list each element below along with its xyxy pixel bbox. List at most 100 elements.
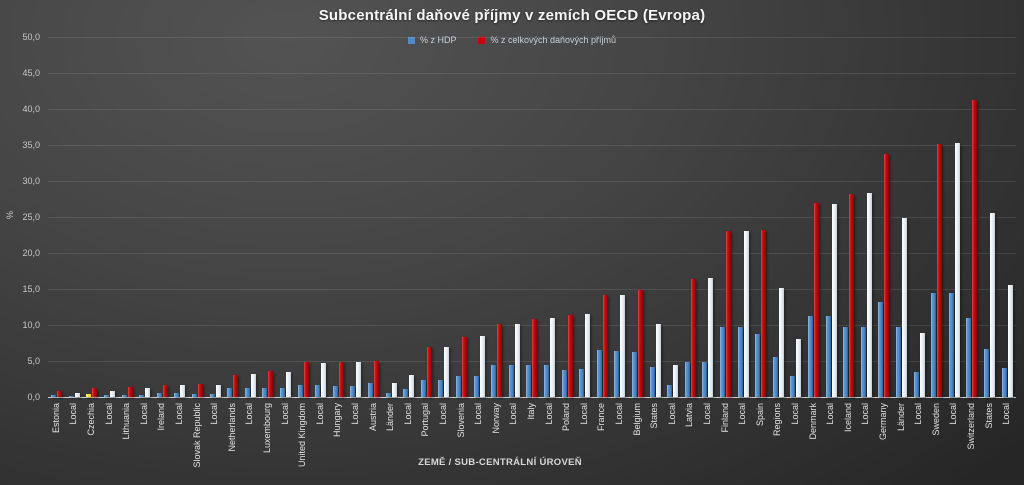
x-category-label: Local <box>543 403 554 425</box>
legend-swatch-total-icon <box>478 36 486 44</box>
bar-hdp <box>227 388 233 397</box>
x-category-label: States <box>983 403 994 429</box>
x-category-label: Local <box>68 403 79 425</box>
bar-hdp <box>596 350 602 397</box>
bar-hdp <box>526 364 532 397</box>
bar-hdp <box>68 395 74 397</box>
y-axis-tick-labels: 0,0 5,0 10,0 15,0 20,0 25,0 30,0 35,0 40,0 45,0 50… <box>0 32 44 402</box>
bar-hdp <box>438 380 444 397</box>
x-category-label: Local <box>473 403 484 425</box>
bar-hdp <box>737 327 743 397</box>
bar-hdp <box>684 362 690 397</box>
bar-total-country <box>972 99 978 397</box>
bar-group <box>875 154 893 397</box>
bar-total-sub <box>180 385 186 397</box>
bar-total-country <box>497 324 503 397</box>
bar-total-country <box>726 231 732 397</box>
bar-total-sub <box>902 218 908 397</box>
bar-total-sub <box>954 142 960 397</box>
bar-total-sub <box>831 204 837 397</box>
bar-hdp <box>508 365 514 397</box>
x-category-label: Ireland <box>156 403 167 431</box>
x-category-label: Local <box>702 403 712 425</box>
bar-group <box>946 142 964 397</box>
bar-hdp <box>350 386 356 397</box>
bar-total-sub <box>391 383 397 397</box>
bar-total-sub <box>215 384 221 397</box>
x-category-label: Czechia <box>86 403 96 436</box>
x-category-label: Local <box>1001 403 1012 425</box>
bar-total-country <box>127 386 133 397</box>
bar-hdp <box>931 293 937 397</box>
x-category-label: Sweden <box>930 403 941 436</box>
bar-hdp <box>614 350 620 397</box>
x-category-label: Iceland <box>842 403 853 433</box>
bar-hdp <box>420 380 426 397</box>
bar-total-country <box>462 336 468 397</box>
bar-group <box>470 335 488 397</box>
bar-hdp <box>825 315 831 397</box>
bar-group <box>805 203 823 397</box>
bar-group <box>576 314 594 397</box>
bar-group <box>242 373 260 397</box>
y-tick-label: 10,0 <box>22 319 40 330</box>
bar-hdp <box>913 371 919 397</box>
y-tick-label: 25,0 <box>22 211 40 222</box>
bar-total-country <box>198 384 204 397</box>
bar-hdp <box>139 394 145 397</box>
x-category-label: Local <box>666 403 677 425</box>
x-category-label: Germany <box>878 403 888 441</box>
y-tick-label: 5,0 <box>27 355 40 366</box>
x-category-label: Local <box>314 403 325 425</box>
gridline <box>48 288 1016 290</box>
bar-hdp <box>385 392 391 397</box>
bar-total-sub <box>145 387 151 397</box>
bar-total-sub <box>409 375 415 397</box>
bar-hdp <box>51 394 57 397</box>
x-category-label: Spain <box>754 403 765 427</box>
bar-group <box>541 317 559 397</box>
bar-hdp <box>244 388 250 397</box>
y-tick-label: 40,0 <box>22 103 40 114</box>
bar-group <box>506 323 524 397</box>
bar-total-sub <box>655 323 661 397</box>
x-category-label: Switzerland <box>966 403 976 450</box>
bar-total-country <box>884 154 890 397</box>
bar-total-country <box>338 361 344 397</box>
bar-hdp-highlighted <box>86 394 92 397</box>
bar-total-country <box>57 391 63 397</box>
bar-group <box>101 390 119 397</box>
bar-group <box>893 218 911 397</box>
bar-hdp <box>104 394 110 397</box>
x-category-label: Poland <box>561 403 572 432</box>
x-category-label: Länder <box>385 403 396 432</box>
x-category-label: States <box>649 403 660 429</box>
plot-area <box>48 36 1016 398</box>
bar-total-country <box>638 290 644 397</box>
legend-item-total: % z celkových daňových příjmů <box>478 35 616 45</box>
bar-total-sub <box>110 390 116 397</box>
x-category-label: Local <box>790 403 800 425</box>
bar-group <box>981 212 999 397</box>
bar-group <box>435 346 453 397</box>
y-tick-label: 50,0 <box>22 31 40 42</box>
bar-hdp <box>720 327 726 397</box>
x-category-label: Denmark <box>807 403 818 440</box>
bar-hdp <box>702 362 708 397</box>
bar-group <box>66 392 84 397</box>
y-tick-label: 0,0 <box>27 391 40 402</box>
bar-total-country <box>92 388 98 397</box>
bar-hdp <box>649 366 655 397</box>
bar-group <box>400 375 418 397</box>
x-category-label: Slovenia <box>455 403 466 438</box>
bar-hdp <box>332 386 338 397</box>
bar-group <box>277 371 295 397</box>
bar-total-sub <box>796 339 802 397</box>
legend-item-hdp: % z HDP <box>407 35 456 45</box>
bar-group <box>594 294 612 397</box>
bar-group <box>611 294 629 397</box>
bar-total-country <box>233 374 239 397</box>
x-category-label: Belgium <box>631 403 642 436</box>
bar-group <box>699 278 717 397</box>
bar-hdp <box>174 393 180 397</box>
